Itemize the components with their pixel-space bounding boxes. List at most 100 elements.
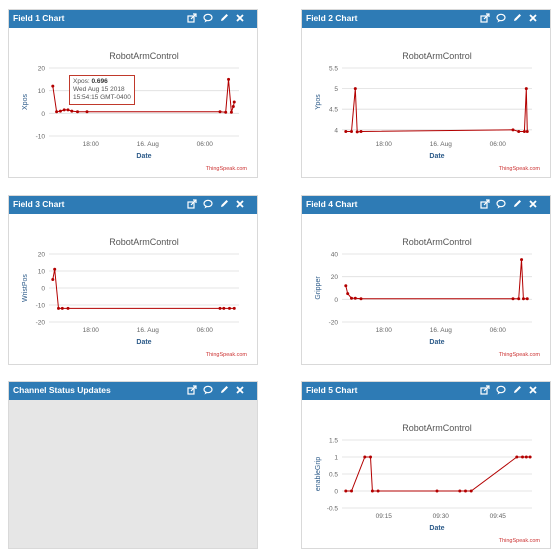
data-point[interactable] xyxy=(227,77,231,81)
comment-icon[interactable] xyxy=(203,199,213,209)
panel-title: Field 1 Chart xyxy=(13,13,65,23)
data-point[interactable] xyxy=(528,455,532,459)
x-tick-label: 18:00 xyxy=(83,141,100,148)
close-icon[interactable] xyxy=(528,199,538,209)
data-point[interactable] xyxy=(517,129,521,133)
data-point[interactable] xyxy=(222,306,226,310)
data-point[interactable] xyxy=(62,108,66,112)
data-point[interactable] xyxy=(369,455,372,459)
field-5-chart: RobotArmControl 1.5 1 0.5 0 -0.5 09:15 09:30 09:… xyxy=(315,423,540,544)
data-point[interactable] xyxy=(57,306,60,310)
data-point[interactable] xyxy=(511,128,515,132)
field-1-chart-panel: Field 1 Chart RobotArmControl 20 10 0 -10 18:… xyxy=(8,9,258,178)
comment-icon[interactable] xyxy=(496,13,506,23)
data-point[interactable] xyxy=(525,297,529,301)
external-link-icon[interactable] xyxy=(480,385,490,395)
data-point[interactable] xyxy=(355,130,359,134)
panel-title: Field 4 Chart xyxy=(306,199,358,209)
data-point[interactable] xyxy=(515,455,519,459)
data-point[interactable] xyxy=(350,296,353,300)
data-point[interactable] xyxy=(66,306,70,310)
data-point[interactable] xyxy=(517,297,521,301)
data-point[interactable] xyxy=(435,489,439,493)
data-point[interactable] xyxy=(229,110,233,114)
data-point[interactable] xyxy=(232,100,236,104)
chart-area: RobotArmControl 5.5 5 4.5 4 18:00 16. Aug 06:00… xyxy=(302,28,550,177)
data-point[interactable] xyxy=(218,306,222,310)
data-point[interactable] xyxy=(524,87,528,91)
x-tick-label: 18:00 xyxy=(83,327,100,334)
data-point[interactable] xyxy=(520,258,524,262)
external-link-icon[interactable] xyxy=(480,199,490,209)
y-axis-label: Gripper xyxy=(315,276,322,300)
y-tick-label: 1 xyxy=(334,455,338,462)
data-point[interactable] xyxy=(58,109,62,113)
data-point[interactable] xyxy=(521,297,525,301)
data-point[interactable] xyxy=(511,297,515,301)
close-icon[interactable] xyxy=(528,13,538,23)
data-point[interactable] xyxy=(353,87,357,91)
external-link-icon[interactable] xyxy=(187,385,197,395)
data-point[interactable] xyxy=(51,84,55,88)
data-point[interactable] xyxy=(53,267,57,271)
data-point[interactable] xyxy=(60,306,64,310)
close-icon[interactable] xyxy=(528,385,538,395)
data-point[interactable] xyxy=(376,489,380,493)
data-point[interactable] xyxy=(228,306,231,310)
y-tick-label: 0.5 xyxy=(329,472,338,479)
data-point[interactable] xyxy=(522,129,526,133)
data-point[interactable] xyxy=(76,110,79,114)
tooltip-label: Xpos: xyxy=(73,78,90,85)
y-tick-label: 5 xyxy=(334,86,338,93)
edit-icon[interactable] xyxy=(219,199,229,209)
data-point[interactable] xyxy=(359,297,363,301)
data-point[interactable] xyxy=(224,110,228,114)
data-point[interactable] xyxy=(464,489,467,493)
data-point[interactable] xyxy=(370,489,374,493)
data-point[interactable] xyxy=(359,129,363,133)
close-icon[interactable] xyxy=(235,385,245,395)
comment-icon[interactable] xyxy=(203,13,213,23)
chart-area: RobotArmControl 1.5 1 0.5 0 -0.5 09:15 09:30 09:… xyxy=(302,400,550,548)
data-point[interactable] xyxy=(350,489,353,493)
edit-icon[interactable] xyxy=(219,13,229,23)
data-point[interactable] xyxy=(524,455,528,459)
data-point[interactable] xyxy=(51,278,55,281)
data-point[interactable] xyxy=(66,108,70,112)
panel-header: Channel Status Updates xyxy=(9,382,257,400)
data-point[interactable] xyxy=(353,296,357,300)
field-2-chart: RobotArmControl 5.5 5 4.5 4 18:00 16. Aug 06:00… xyxy=(315,51,540,172)
edit-icon[interactable] xyxy=(512,199,522,209)
chart-title: RobotArmControl xyxy=(402,423,472,433)
data-point[interactable] xyxy=(458,489,462,493)
data-point[interactable] xyxy=(521,455,524,459)
edit-icon[interactable] xyxy=(512,13,522,23)
data-point[interactable] xyxy=(350,129,353,133)
close-icon[interactable] xyxy=(235,13,245,23)
data-point[interactable] xyxy=(363,455,367,459)
data-point[interactable] xyxy=(344,129,348,133)
data-point[interactable] xyxy=(85,110,89,114)
data-point[interactable] xyxy=(525,129,529,133)
data-point[interactable] xyxy=(231,105,235,109)
external-link-icon[interactable] xyxy=(187,13,197,23)
edit-icon[interactable] xyxy=(219,385,229,395)
data-point-tooltip: Xpos: 0.696 Wed Aug 15 2018 15:54:15 GMT… xyxy=(69,75,135,105)
data-point[interactable] xyxy=(55,110,59,114)
edit-icon[interactable] xyxy=(512,385,522,395)
external-link-icon[interactable] xyxy=(480,13,490,23)
x-axis-label: Date xyxy=(136,153,151,160)
data-point[interactable] xyxy=(70,109,74,113)
comment-icon[interactable] xyxy=(203,385,213,395)
comment-icon[interactable] xyxy=(496,385,506,395)
data-point[interactable] xyxy=(218,110,222,114)
close-icon[interactable] xyxy=(235,199,245,209)
comment-icon[interactable] xyxy=(496,199,506,209)
data-point[interactable] xyxy=(469,489,473,493)
y-tick-label: 10 xyxy=(38,88,46,95)
data-point[interactable] xyxy=(346,292,350,296)
data-point[interactable] xyxy=(344,489,348,493)
data-point[interactable] xyxy=(344,284,348,288)
external-link-icon[interactable] xyxy=(187,199,197,209)
data-point[interactable] xyxy=(232,306,236,310)
